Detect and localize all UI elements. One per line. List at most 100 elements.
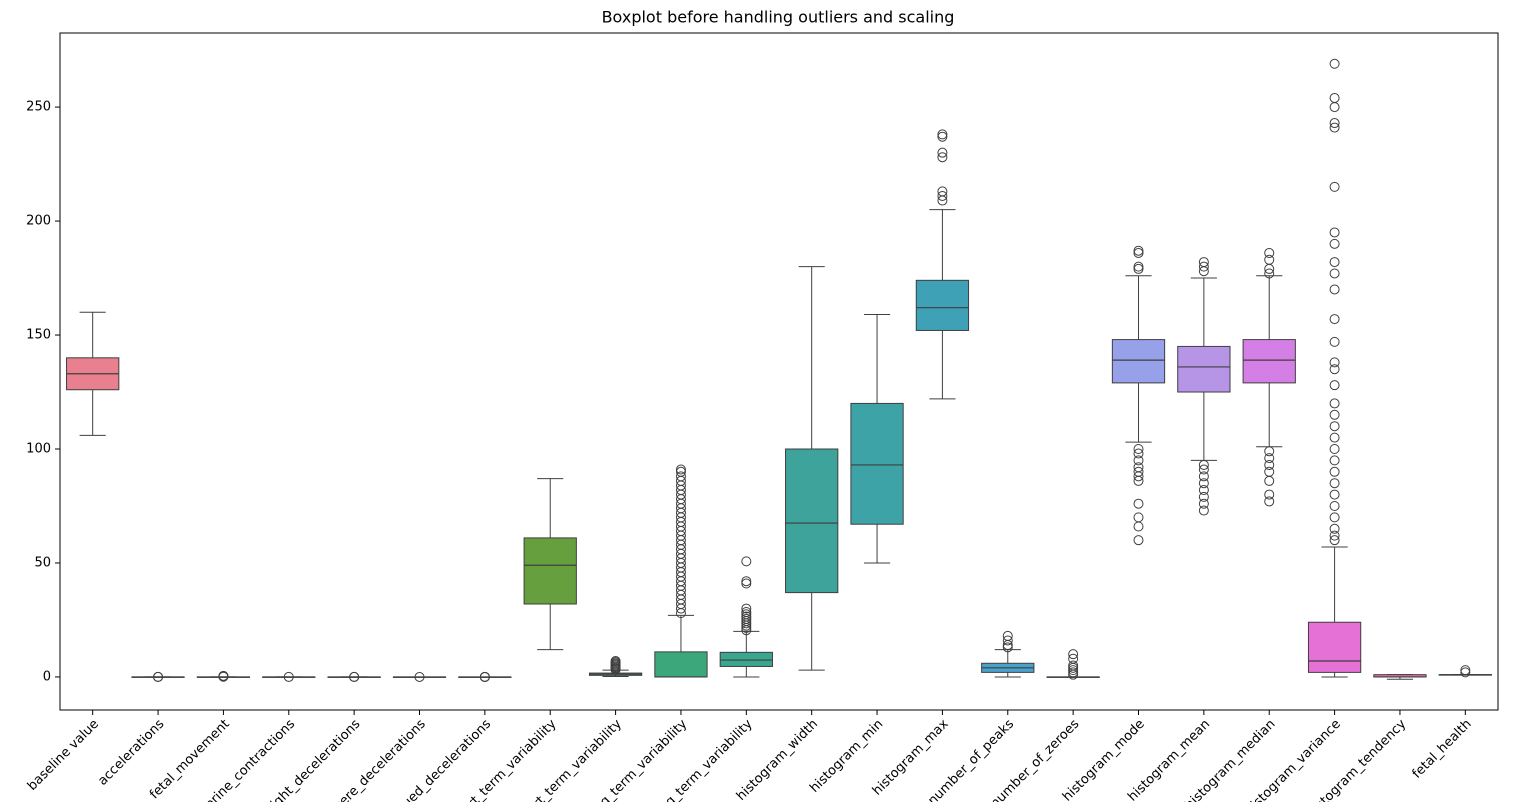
outlier bbox=[610, 655, 621, 666]
outlier bbox=[218, 670, 229, 681]
outlier bbox=[1068, 649, 1079, 660]
outlier bbox=[1329, 478, 1340, 489]
outlier bbox=[1264, 268, 1275, 279]
outlier bbox=[1133, 261, 1144, 272]
outlier bbox=[1329, 257, 1340, 268]
outlier bbox=[1133, 521, 1144, 532]
chart-title: Boxplot before handling outliers and sca… bbox=[602, 8, 955, 27]
outlier bbox=[1133, 247, 1144, 258]
outlier bbox=[1329, 535, 1340, 546]
outlier bbox=[741, 578, 752, 589]
outlier bbox=[1329, 364, 1340, 375]
box bbox=[1177, 345, 1231, 393]
outlier bbox=[1329, 357, 1340, 368]
outlier bbox=[1329, 530, 1340, 541]
outlier bbox=[1068, 660, 1079, 671]
outlier bbox=[1198, 257, 1209, 268]
outlier bbox=[937, 129, 948, 140]
outlier bbox=[1264, 489, 1275, 500]
outlier bbox=[1198, 491, 1209, 502]
y-tick-label: 150 bbox=[26, 328, 51, 343]
outlier bbox=[153, 671, 164, 682]
box bbox=[1111, 339, 1166, 384]
outlier bbox=[1068, 653, 1079, 664]
outlier bbox=[1329, 314, 1340, 325]
box bbox=[915, 279, 970, 331]
y-tick-label: 100 bbox=[26, 442, 51, 457]
outlier bbox=[1264, 453, 1275, 464]
outlier bbox=[1329, 500, 1340, 511]
box bbox=[1242, 339, 1296, 384]
outlier bbox=[741, 613, 752, 624]
outlier bbox=[1133, 245, 1144, 256]
outlier bbox=[1329, 444, 1340, 455]
y-tick-label: 200 bbox=[26, 214, 51, 229]
outlier bbox=[1329, 336, 1340, 347]
outlier bbox=[1264, 475, 1275, 486]
outlier bbox=[1460, 667, 1471, 678]
y-tick-label: 50 bbox=[34, 555, 51, 570]
y-tick-label: 0 bbox=[43, 669, 51, 684]
outlier bbox=[1264, 446, 1275, 457]
outlier bbox=[675, 464, 686, 475]
plot-frame bbox=[59, 32, 1499, 711]
outlier bbox=[741, 609, 752, 620]
outlier bbox=[937, 131, 948, 142]
outlier bbox=[1329, 181, 1340, 192]
outlier bbox=[937, 147, 948, 158]
outlier bbox=[1329, 409, 1340, 420]
outlier bbox=[1133, 455, 1144, 466]
outlier bbox=[1198, 459, 1209, 470]
outlier bbox=[1329, 466, 1340, 477]
x-tick-label: fetal_health bbox=[1410, 717, 1475, 782]
outlier bbox=[1198, 505, 1209, 516]
outlier bbox=[1329, 380, 1340, 391]
box bbox=[654, 651, 708, 678]
box bbox=[1307, 621, 1362, 673]
outlier bbox=[1198, 471, 1209, 482]
outlier bbox=[937, 152, 948, 163]
outlier bbox=[1198, 485, 1209, 496]
outlier bbox=[1264, 466, 1275, 477]
outlier bbox=[1002, 630, 1013, 641]
outlier bbox=[1068, 665, 1079, 676]
outlier bbox=[741, 611, 752, 622]
outlier bbox=[1329, 421, 1340, 432]
box bbox=[785, 448, 839, 594]
outlier bbox=[1198, 478, 1209, 489]
outlier bbox=[1329, 284, 1340, 295]
box bbox=[523, 537, 577, 605]
outlier bbox=[1329, 238, 1340, 249]
outlier bbox=[1133, 535, 1144, 546]
outlier bbox=[1264, 496, 1275, 507]
outlier bbox=[1264, 254, 1275, 265]
outlier bbox=[1329, 102, 1340, 113]
outlier bbox=[937, 190, 948, 201]
outlier bbox=[1068, 667, 1079, 678]
outlier bbox=[1133, 466, 1144, 477]
outlier bbox=[1329, 92, 1340, 103]
outlier bbox=[1329, 118, 1340, 129]
outlier bbox=[283, 671, 294, 682]
x-tick-label: accelerations bbox=[95, 717, 167, 789]
outlier bbox=[1198, 464, 1209, 475]
outlier bbox=[1133, 448, 1144, 459]
outlier bbox=[349, 671, 360, 682]
outlier bbox=[741, 606, 752, 617]
outlier bbox=[937, 186, 948, 197]
outlier bbox=[741, 603, 752, 614]
outlier bbox=[414, 671, 425, 682]
outlier bbox=[1002, 635, 1013, 646]
outlier bbox=[1133, 512, 1144, 523]
outlier bbox=[1329, 268, 1340, 279]
outlier bbox=[1329, 523, 1340, 534]
outlier bbox=[675, 466, 686, 477]
outlier bbox=[1329, 227, 1340, 238]
box bbox=[719, 651, 773, 667]
outlier bbox=[1133, 263, 1144, 274]
outlier bbox=[1198, 261, 1209, 272]
outlier bbox=[1133, 444, 1144, 455]
outlier bbox=[1198, 498, 1209, 509]
outlier bbox=[1264, 459, 1275, 470]
